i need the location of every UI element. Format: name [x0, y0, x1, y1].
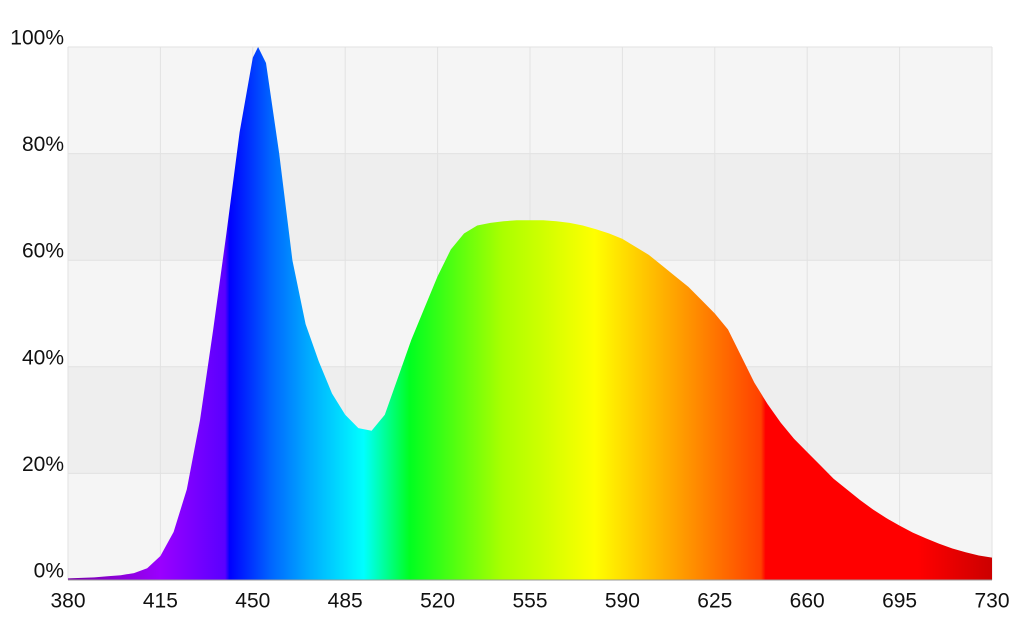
y-tick-label: 20%	[22, 453, 64, 476]
x-tick-label: 730	[974, 590, 1009, 613]
x-tick-label: 625	[697, 590, 732, 613]
x-tick-label: 590	[605, 590, 640, 613]
y-tick-label: 60%	[22, 240, 64, 263]
x-tick-label: 450	[235, 590, 270, 613]
x-tick-label: 520	[420, 590, 455, 613]
x-tick-label: 555	[512, 590, 547, 613]
spectrum-area	[68, 47, 992, 580]
y-tick-label: 40%	[22, 346, 64, 369]
x-tick-label: 485	[328, 590, 363, 613]
y-tick-label: 80%	[22, 133, 64, 156]
y-tick-label: 100%	[10, 27, 64, 50]
y-tick-label: 0%	[34, 560, 64, 583]
x-tick-label: 660	[790, 590, 825, 613]
x-tick-label: 695	[882, 590, 917, 613]
x-tick-label: 415	[143, 590, 178, 613]
x-tick-label: 380	[50, 590, 85, 613]
